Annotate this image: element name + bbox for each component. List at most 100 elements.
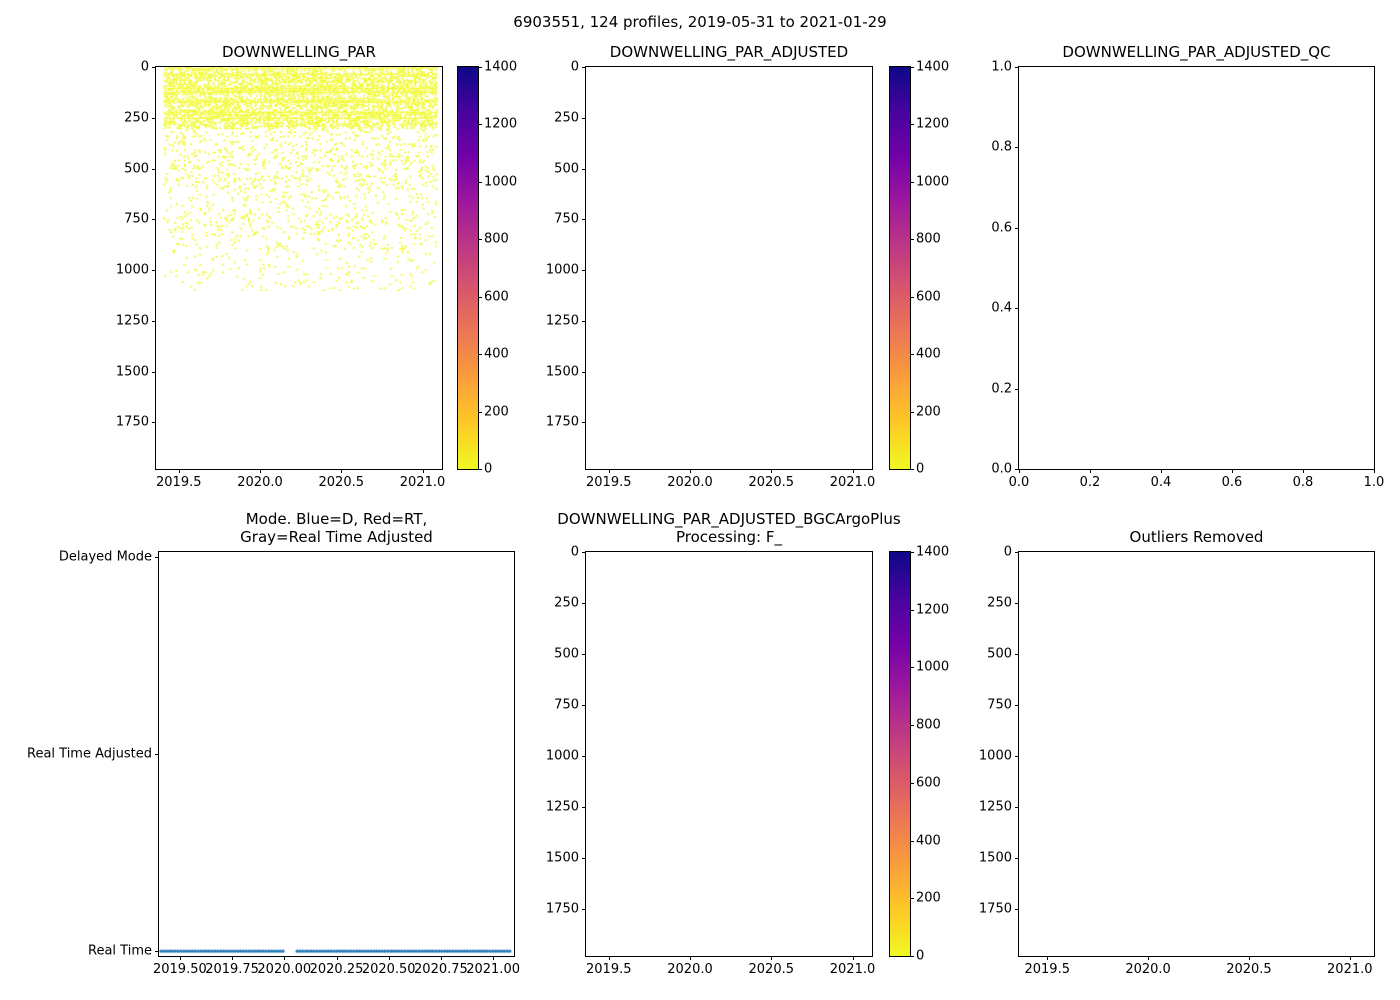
y-tick-mark <box>1015 909 1019 911</box>
colorbar-tick-mark <box>910 181 914 183</box>
y-tick-label: 0.2 <box>991 381 1012 397</box>
colorbar-tick-label: 1200 <box>484 116 518 132</box>
y-tick-label: 500 <box>554 161 579 176</box>
x-tick-mark <box>1232 469 1233 473</box>
y-tick-mark <box>1015 756 1019 758</box>
x-tick-mark <box>178 469 180 473</box>
colorbar-downwelling-par-adjusted: 0 200 400 600 800 1000 1200 1400 <box>889 60 949 477</box>
colorbar-tick-label: 600 <box>916 289 941 305</box>
y-tick-mark <box>582 320 586 322</box>
x-tick-label: 2020.5 <box>1226 962 1272 977</box>
y-tick-mark <box>1015 147 1019 149</box>
y-tick-mark <box>1015 603 1019 604</box>
y-tick-label: 1250 <box>115 313 149 329</box>
y-tick-label: 1750 <box>545 901 579 917</box>
x-tick-label: 2019.5 <box>156 475 202 490</box>
colorbar-tick-mark <box>478 296 482 298</box>
y-tick-mark <box>152 168 156 170</box>
mode-points-canvas <box>159 552 514 956</box>
x-tick-label: 2020.0 <box>667 962 713 977</box>
subplot-outliers-removed: Outliers Removed 2019.5 2020.0 2020.5 2021.… <box>979 528 1375 977</box>
y-tick-mark <box>582 654 586 656</box>
y-tick-label: 1000 <box>545 748 579 764</box>
x-tick-label: 1.0 <box>1363 475 1385 490</box>
subplot-downwelling-par-adjusted: DOWNWELLING_PAR_ADJUSTED 2019.5 2020.0 202… <box>546 43 875 490</box>
y-tick-mark <box>582 422 586 424</box>
y-tick-mark <box>152 320 156 322</box>
y-tick-label: 0.8 <box>991 139 1012 155</box>
y-tick-mark <box>152 270 156 272</box>
y-tick-label: 250 <box>554 595 579 611</box>
x-tick-mark <box>608 469 610 473</box>
x-tick-mark <box>608 956 610 960</box>
colorbar-tick-mark <box>910 239 914 241</box>
x-tick-mark <box>690 469 691 473</box>
x-tick-mark <box>852 469 854 473</box>
colorbar-tick-mark <box>910 354 914 356</box>
x-tick-mark <box>1148 956 1150 960</box>
y-tick-label: 1500 <box>115 364 149 380</box>
colorbar-tick-mark <box>478 181 482 183</box>
y-tick-mark <box>582 756 586 758</box>
x-tick-label: 2019.5 <box>1024 962 1070 977</box>
x-tick-mark <box>771 956 773 960</box>
x-tick-label: 0.8 <box>1292 475 1314 490</box>
y-tick-label: 1750 <box>115 414 149 430</box>
x-tick-mark <box>852 956 854 960</box>
subplot-downwelling-par-adjusted-bgcargoplus: DOWNWELLING_PAR_ADJUSTED_BGCArgoPlus Pro… <box>546 510 901 978</box>
y-tick-label: 0 <box>140 59 149 75</box>
x-tick-mark <box>232 956 234 960</box>
y-tick-label: 750 <box>987 697 1012 713</box>
colorbar-tick-mark <box>910 552 914 553</box>
subplot-title-downwelling-par-adjusted: DOWNWELLING_PAR_ADJUSTED <box>609 43 849 62</box>
y-tick-label: 1000 <box>545 262 579 278</box>
y-tick-label: 750 <box>554 211 579 227</box>
x-tick-label: 2019.75 <box>205 962 259 977</box>
subplot-mode: Mode. Blue=D, Red=RT, Gray=Real Time Adj… <box>27 510 520 978</box>
colorbar-tick-label: 0 <box>484 461 493 477</box>
colorbar-tick-mark <box>910 956 914 957</box>
x-tick-mark <box>260 469 261 473</box>
colorbar-tick-mark <box>478 239 482 241</box>
x-tick-label: 2021.00 <box>466 962 520 977</box>
y-tick-label: 0.4 <box>991 300 1012 316</box>
colorbar-tick-mark <box>910 67 914 68</box>
y-tick-mark <box>582 705 586 707</box>
x-tick-mark <box>1019 469 1020 473</box>
y-tick-label: 1000 <box>978 748 1012 764</box>
colorbar-tick-mark <box>478 354 482 356</box>
colorbar-tick-label: 0 <box>916 461 925 477</box>
colorbar-tick-label: 600 <box>484 289 509 305</box>
colorbar-tick-mark <box>478 124 482 126</box>
y-tick-label: 250 <box>987 595 1012 611</box>
y-tick-mark <box>152 67 156 68</box>
y-category-label: Real Time <box>88 943 152 959</box>
x-tick-mark <box>690 956 691 960</box>
y-tick-label: 250 <box>554 110 579 126</box>
x-tick-label: 2020.0 <box>237 475 283 490</box>
y-tick-mark <box>1015 469 1019 470</box>
colorbar-tick-mark <box>910 296 914 298</box>
x-tick-label: 2020.0 <box>667 475 713 490</box>
y-tick-mark <box>1015 654 1019 656</box>
subplot-title-mode: Mode. Blue=D, Red=RT, Gray=Real Time Adj… <box>240 509 433 547</box>
y-tick-mark <box>1015 227 1019 229</box>
colorbar-tick-label: 0 <box>916 948 925 964</box>
subplot-title-downwelling-par-adjusted-qc: DOWNWELLING_PAR_ADJUSTED_QC <box>1062 43 1331 62</box>
y-tick-label: 1750 <box>545 414 579 430</box>
x-tick-mark <box>336 956 338 960</box>
y-tick-label: 1500 <box>978 850 1012 866</box>
colorbar-tick-label: 200 <box>916 404 941 420</box>
colorbar-tick-mark <box>910 609 914 611</box>
colorbar-tick-label: 400 <box>916 346 941 362</box>
y-tick-mark <box>582 219 586 221</box>
subplot-downwelling-par: DOWNWELLING_PAR 2019.5 2020.0 2020.5 2021.0… <box>116 43 445 490</box>
y-tick-mark <box>582 603 586 604</box>
subplot-title-downwelling-par: DOWNWELLING_PAR <box>222 43 376 62</box>
y-tick-mark <box>1015 807 1019 809</box>
y-tick-mark <box>582 909 586 911</box>
colorbar-tick-mark <box>478 67 482 68</box>
y-tick-label: 750 <box>554 697 579 713</box>
y-tick-label: 0.6 <box>991 220 1012 236</box>
